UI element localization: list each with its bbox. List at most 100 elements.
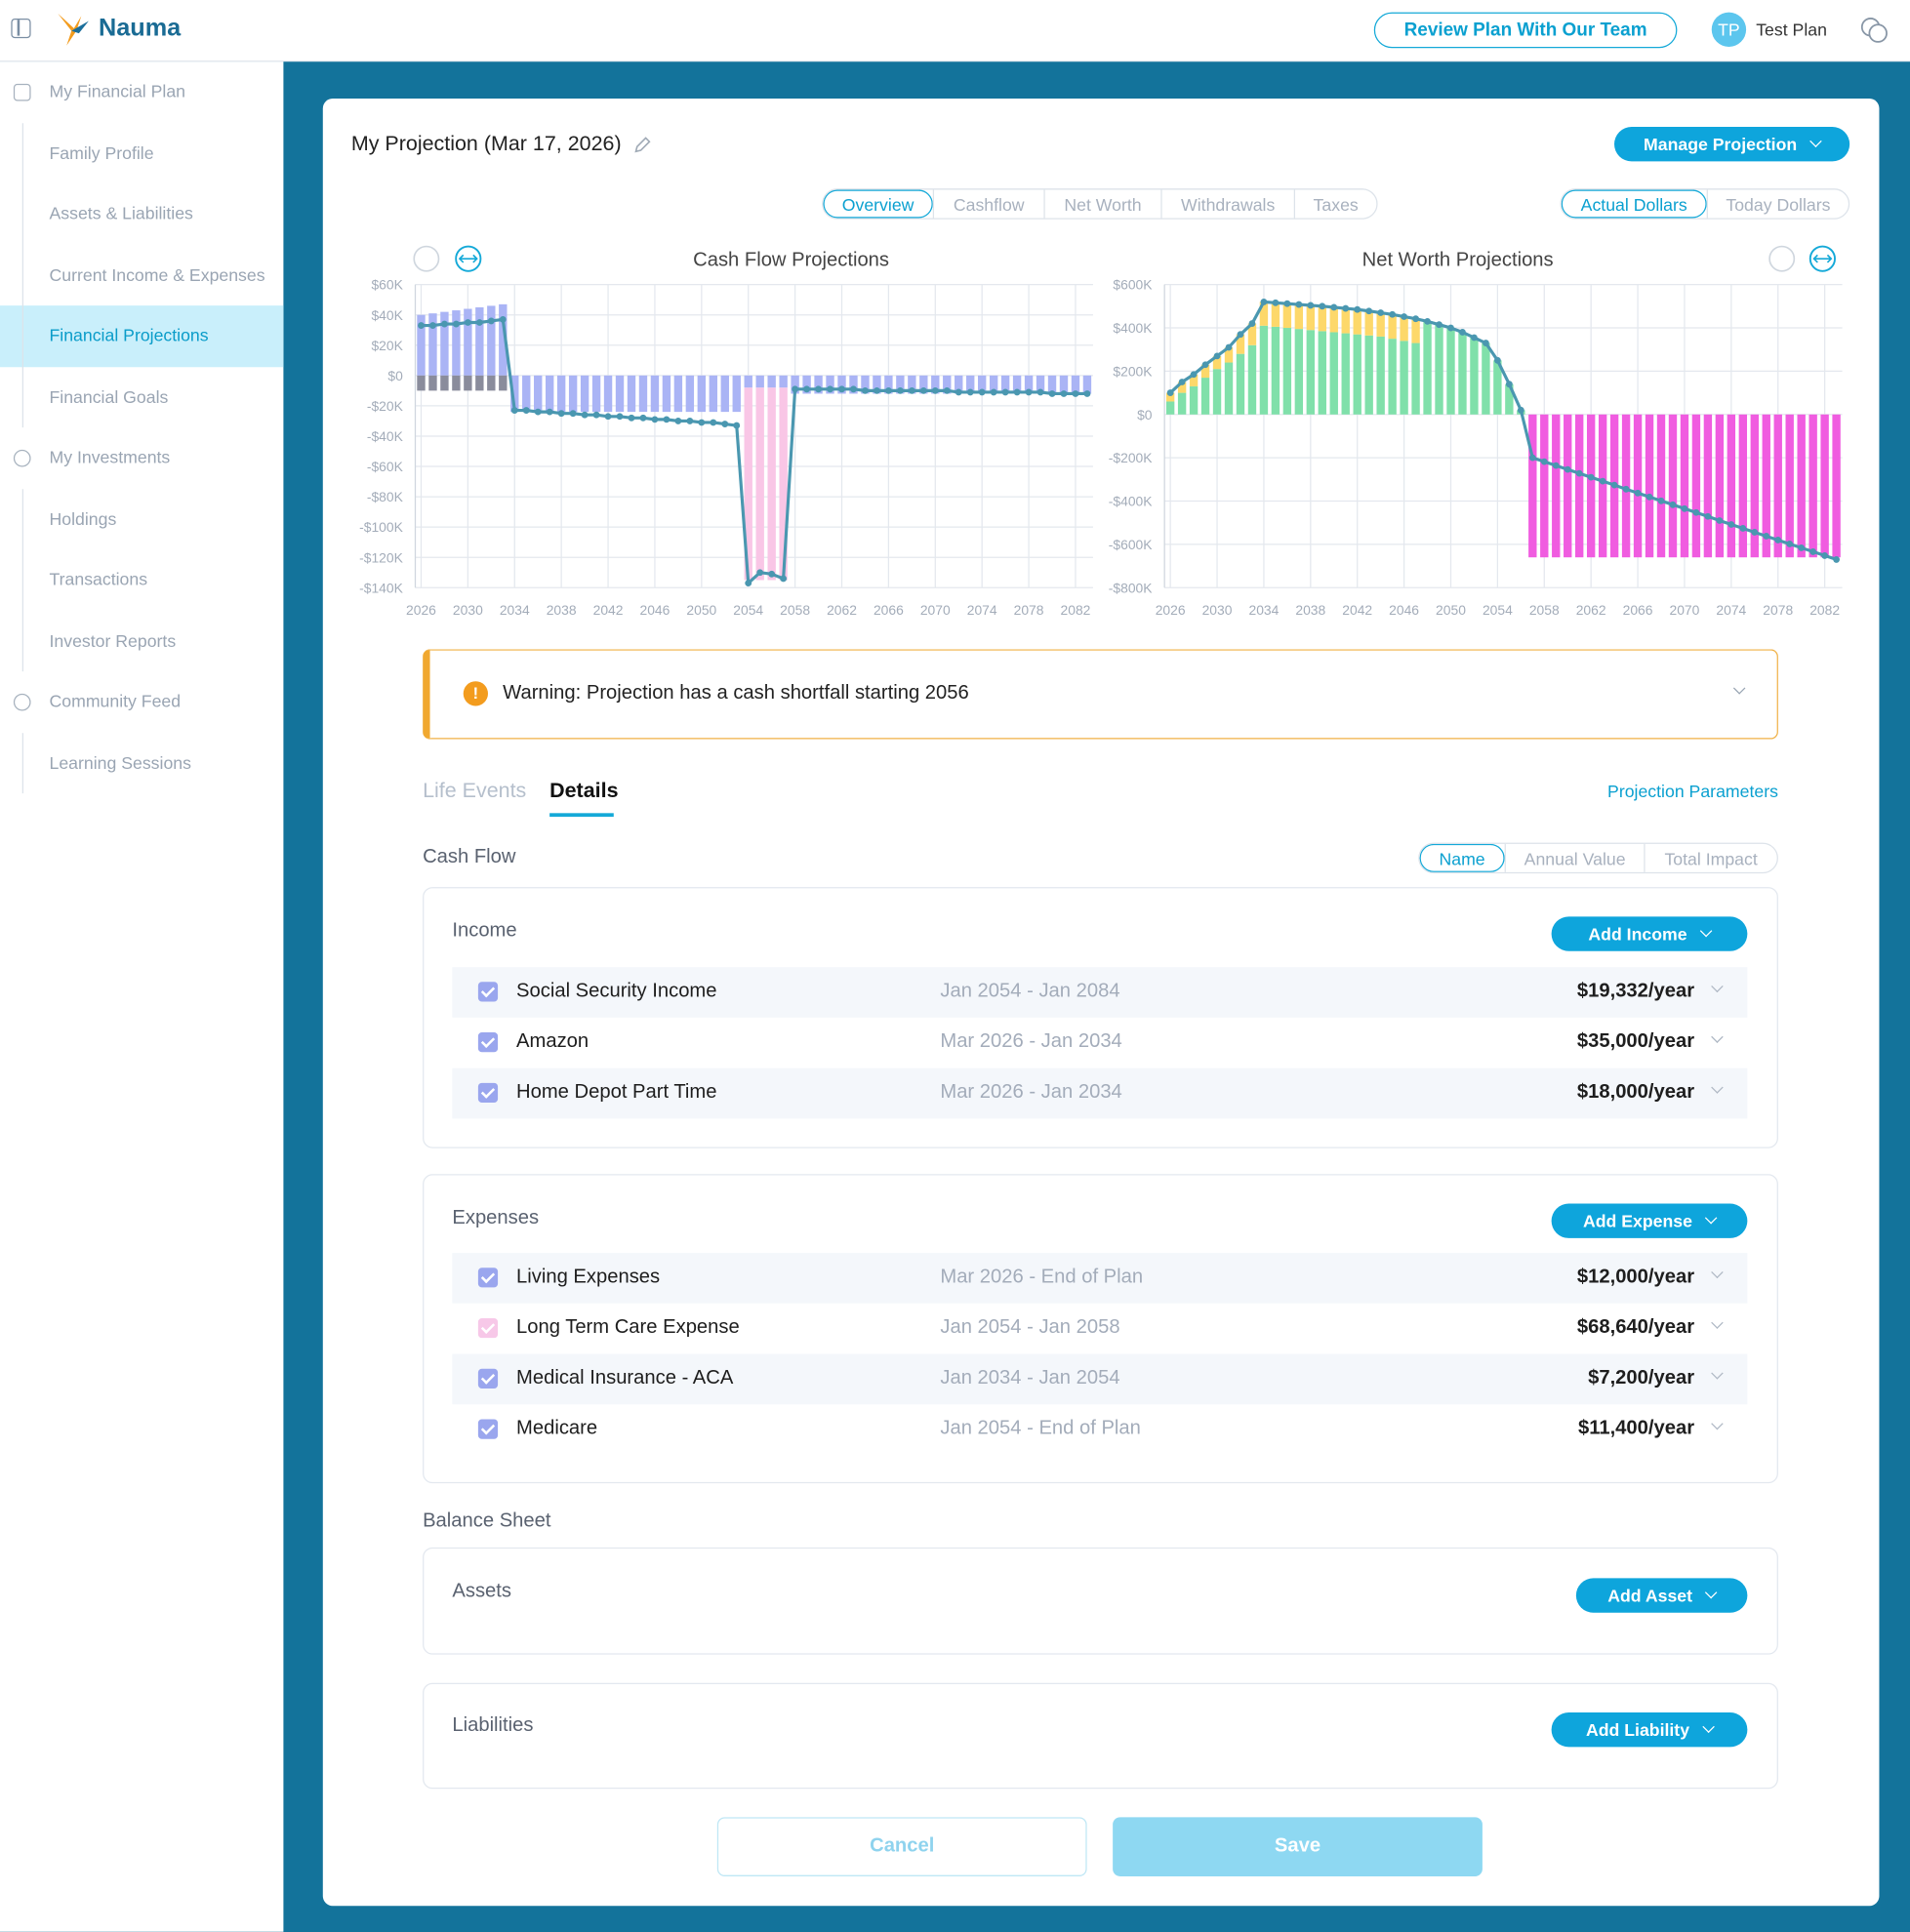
checkbox[interactable]: [477, 1268, 499, 1288]
x-tick-label: 2078: [1763, 602, 1793, 618]
chevron[interactable]: [1711, 1417, 1724, 1430]
bar: [440, 375, 449, 391]
item-dates: Jan 2054 - Jan 2084: [940, 981, 1120, 1002]
logo-text[interactable]: Nauma: [99, 15, 182, 42]
reset-icon[interactable]: [413, 245, 440, 272]
add-income-button[interactable]: Add Income: [1551, 916, 1748, 951]
edit-icon[interactable]: [632, 136, 652, 155]
bar: [1200, 378, 1210, 415]
sidebar-item[interactable]: Investor Reports: [49, 629, 177, 651]
toggle-option[interactable]: Annual Value: [1504, 843, 1645, 872]
sidebar-section[interactable]: Community Feed: [49, 691, 182, 711]
sidebar-item[interactable]: Assets & Liabilities: [49, 203, 193, 223]
toggle-option[interactable]: Overview: [823, 189, 933, 219]
bar: [1656, 414, 1666, 558]
line-point: [569, 410, 577, 418]
warning-box[interactable]: [423, 649, 1778, 740]
bar: [464, 308, 472, 376]
sidebar-section[interactable]: My Financial Plan: [49, 81, 186, 101]
add-liability-button[interactable]: Add Liability: [1551, 1712, 1748, 1748]
sidebar-item[interactable]: Current Income & Expenses: [49, 263, 265, 285]
bar: [1668, 414, 1678, 558]
sidebar-toggle[interactable]: [11, 18, 31, 39]
sidebar-section[interactable]: My Investments: [49, 447, 171, 467]
y-tick-label: -$100K: [359, 519, 403, 535]
checkbox[interactable]: [477, 1317, 499, 1339]
toggle-option[interactable]: Total Impact: [1644, 843, 1776, 872]
line-point: [1809, 548, 1817, 555]
chevron[interactable]: [1711, 1367, 1724, 1380]
projection-parameters-link[interactable]: Projection Parameters: [1607, 781, 1778, 801]
chart-title: Net Worth Projections: [1362, 250, 1554, 271]
line-point: [1190, 371, 1198, 379]
checkbox[interactable]: [477, 1082, 499, 1104]
toggle-option[interactable]: Withdrawals: [1160, 189, 1293, 219]
item-row[interactable]: Living Expenses Mar 2026 - End of Plan $12…: [452, 1253, 1748, 1304]
toggle-option[interactable]: Cashflow: [932, 189, 1044, 219]
cancel-button[interactable]: Cancel: [716, 1817, 1087, 1876]
tab-active[interactable]: Details: [549, 778, 619, 802]
bar: [919, 375, 928, 394]
expand-icon[interactable]: [455, 245, 482, 272]
review-button[interactable]: Review Plan With Our Team: [1373, 12, 1678, 49]
user-name[interactable]: Test Plan: [1756, 20, 1827, 40]
item-row[interactable]: Medicare Jan 2054 - End of Plan $11,400/ye…: [452, 1404, 1748, 1456]
checkbox[interactable]: [477, 1368, 499, 1389]
toggle-option[interactable]: Net Worth: [1043, 189, 1160, 219]
item-row[interactable]: Amazon Mar 2026 - Jan 2034 $35,000/year: [452, 1017, 1748, 1068]
save-button[interactable]: Save: [1113, 1817, 1483, 1876]
bar: [428, 313, 437, 376]
bar: [1446, 328, 1455, 415]
x-tick-label: 2070: [1670, 602, 1700, 618]
header: Nauma Review Plan With Our Team TP Test …: [0, 0, 1910, 62]
item-row[interactable]: Social Security Income Jan 2054 - Jan 208…: [452, 967, 1748, 1018]
sidebar-item[interactable]: Holdings: [49, 507, 117, 529]
chevron: [1705, 1586, 1718, 1598]
x-tick-label: 2042: [593, 602, 624, 618]
bar: [1189, 385, 1199, 415]
add-expense-button[interactable]: Add Expense: [1551, 1203, 1748, 1238]
toggle-option[interactable]: Name: [1419, 843, 1505, 872]
item-row[interactable]: Long Term Care Expense Jan 2054 - Jan 205…: [452, 1303, 1748, 1354]
expand-icon[interactable]: [1808, 245, 1836, 272]
bar: [802, 375, 811, 394]
bar: [779, 375, 788, 388]
tree-line: [21, 732, 23, 794]
bar: [826, 375, 834, 394]
support-icon[interactable]: [1858, 15, 1890, 47]
sidebar-item[interactable]: Financial Goals: [49, 385, 169, 407]
bar: [1738, 414, 1748, 558]
bar: [861, 375, 870, 394]
panel-title: Expenses: [452, 1207, 540, 1228]
sidebar-item[interactable]: Family Profile: [49, 141, 154, 163]
sidebar-item[interactable]: Learning Sessions: [49, 751, 191, 773]
line-point: [510, 407, 518, 414]
checkbox[interactable]: [477, 1419, 499, 1439]
bar: [1236, 334, 1245, 354]
bar: [1024, 375, 1034, 394]
line-point: [1739, 525, 1747, 532]
chevron[interactable]: [1711, 1030, 1724, 1043]
sidebar-item-active[interactable]: Financial Projections: [0, 305, 284, 367]
toggle-option[interactable]: Actual Dollars: [1561, 189, 1707, 219]
chevron[interactable]: [1711, 1316, 1724, 1329]
chevron[interactable]: [1711, 980, 1724, 993]
checkbox[interactable]: [477, 982, 499, 1002]
chevron[interactable]: [1711, 1081, 1724, 1094]
tab[interactable]: Life Events: [423, 778, 527, 802]
chevron[interactable]: [1711, 1266, 1724, 1279]
toggle-option[interactable]: Today Dollars: [1706, 189, 1849, 219]
line-point: [1564, 465, 1571, 473]
manage-projection-button[interactable]: Manage Projection: [1614, 127, 1850, 162]
sidebar-item[interactable]: Transactions: [49, 569, 148, 589]
bar: [1691, 414, 1701, 558]
reset-icon[interactable]: [1768, 245, 1796, 272]
add-asset-button[interactable]: Add Asset: [1575, 1578, 1748, 1613]
line-point: [441, 320, 448, 328]
item-row[interactable]: Home Depot Part Time Mar 2026 - Jan 2034 $…: [452, 1067, 1748, 1119]
checkbox[interactable]: [477, 1032, 499, 1053]
item-row[interactable]: Medical Insurance - ACA Jan 2034 - Jan 20…: [452, 1353, 1748, 1405]
bar: [534, 375, 543, 413]
avatar[interactable]: TP: [1711, 12, 1747, 47]
toggle-option[interactable]: Taxes: [1293, 189, 1377, 219]
